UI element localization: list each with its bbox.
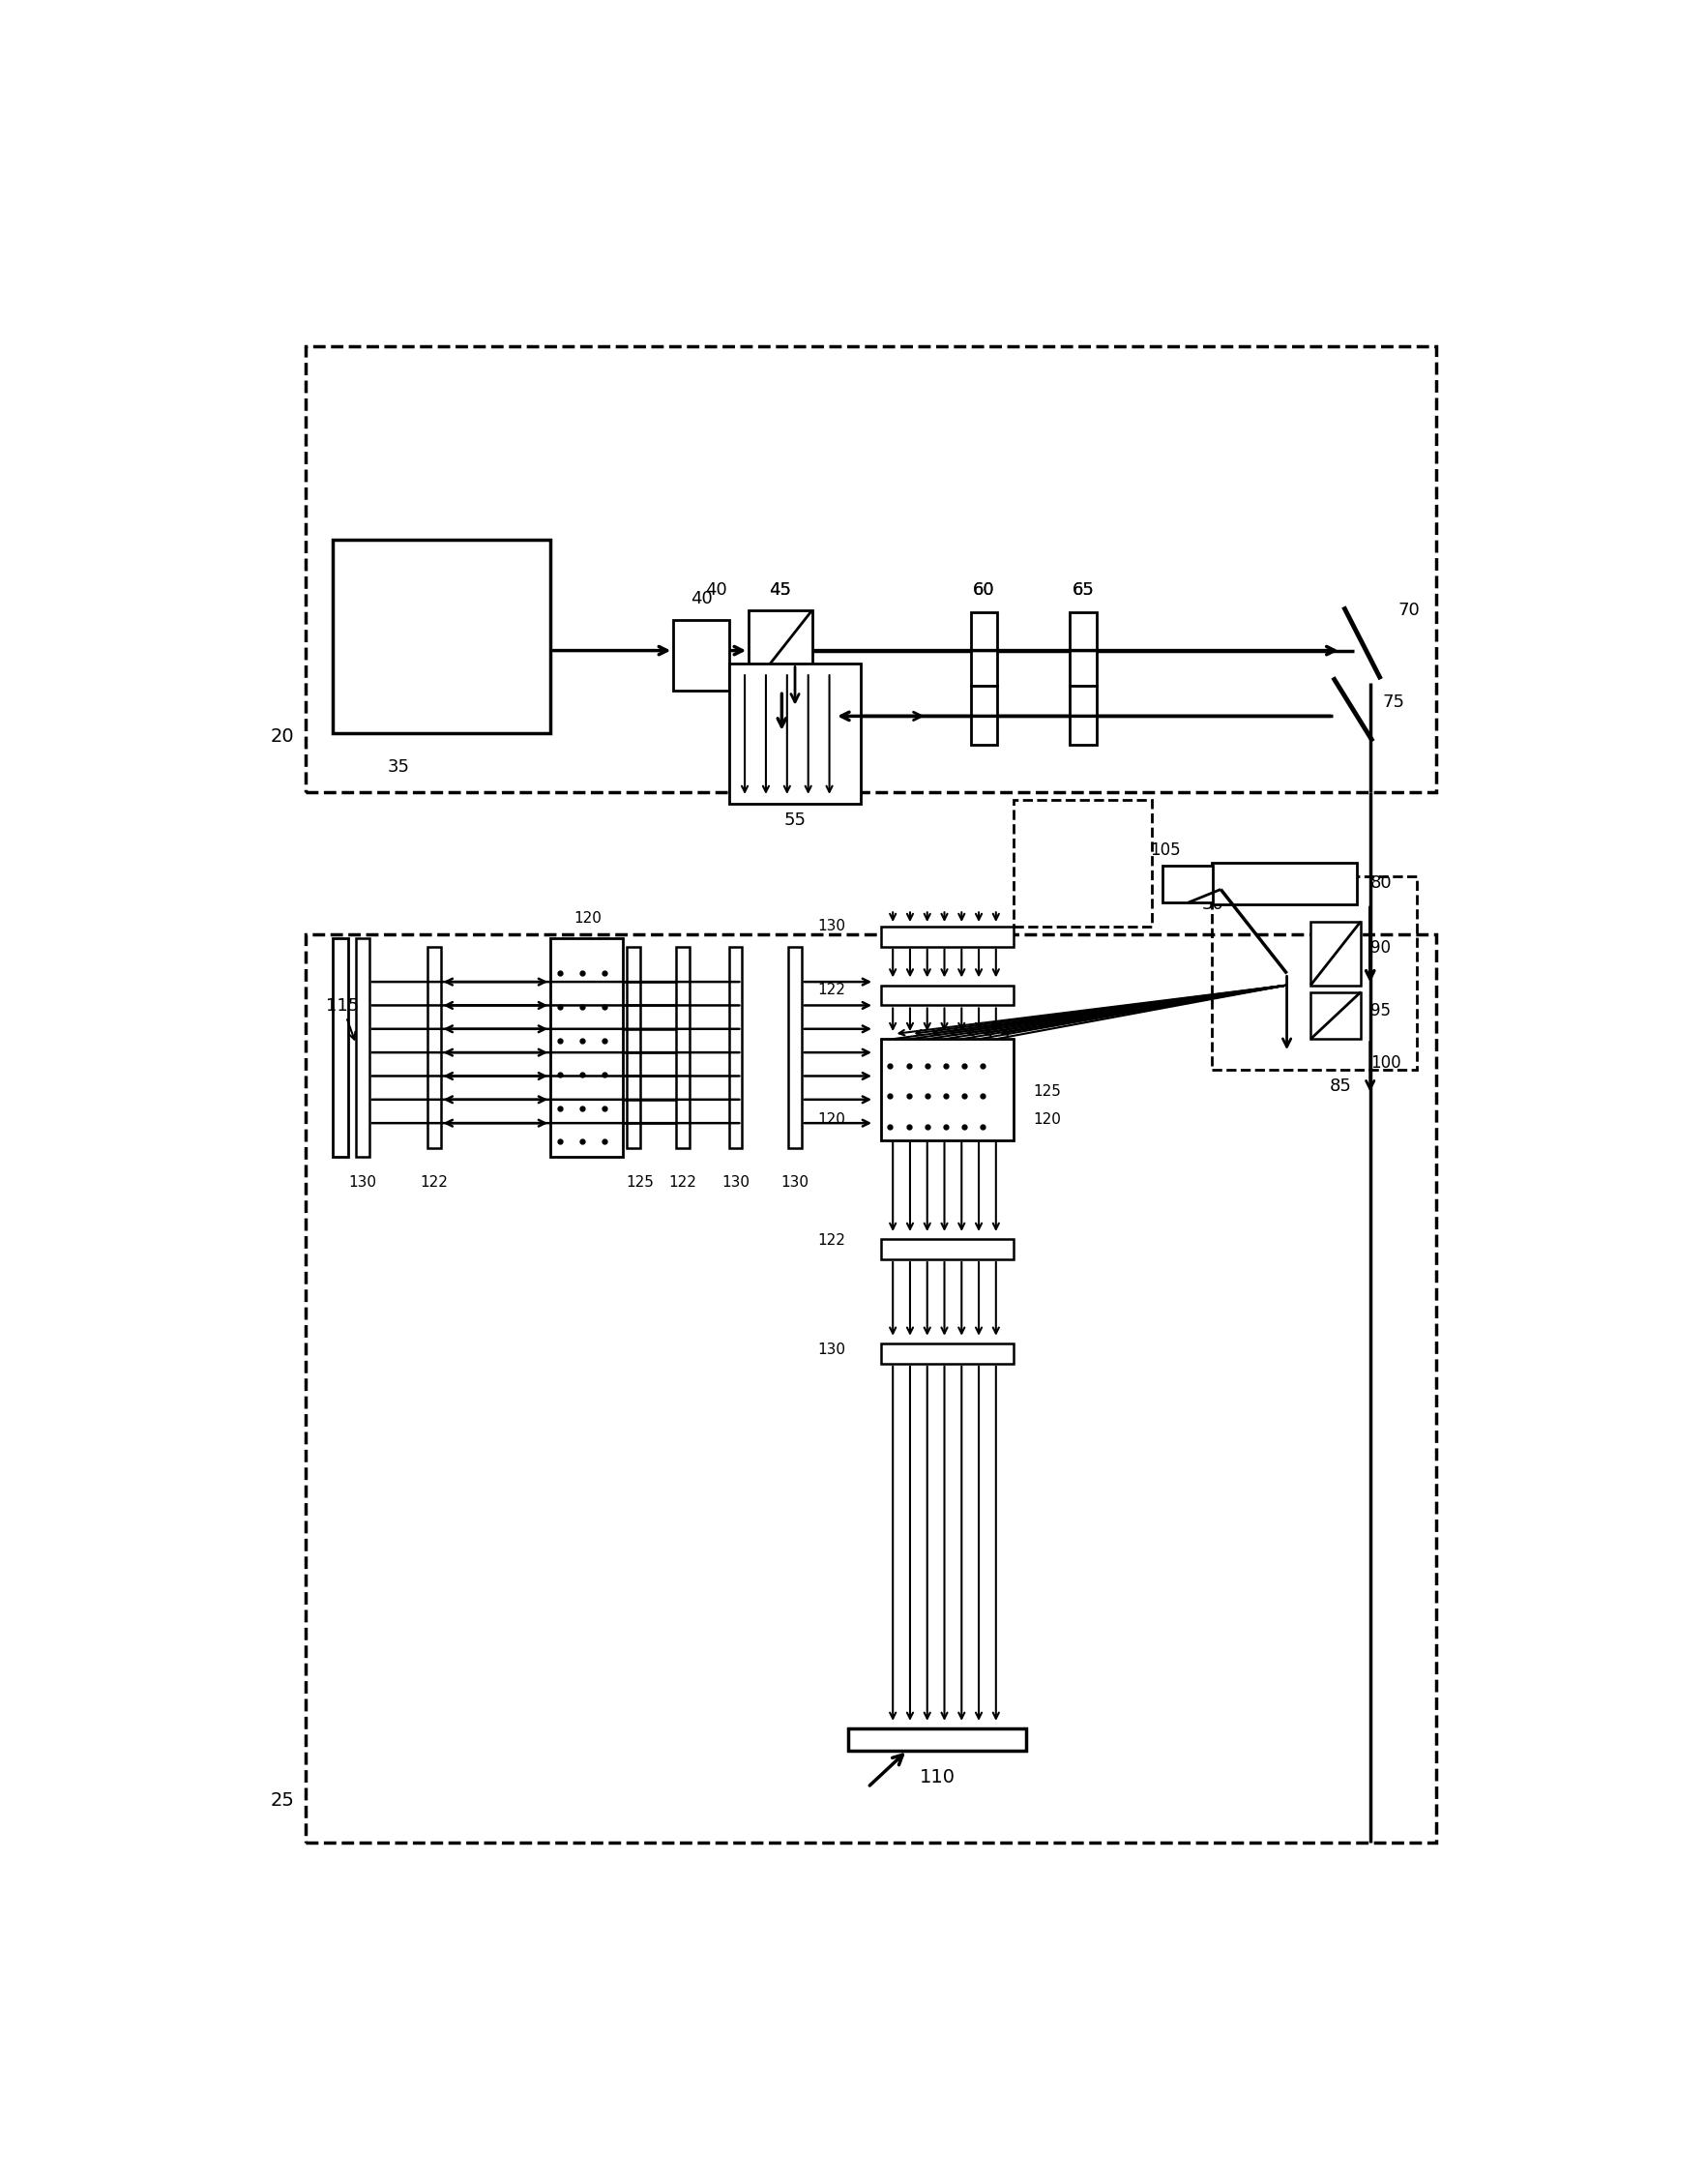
Bar: [880, 985, 1013, 1005]
Bar: [1070, 612, 1097, 686]
Text: 90: 90: [1370, 939, 1390, 957]
Text: 125: 125: [626, 1175, 655, 1190]
Text: 130: 130: [722, 1175, 749, 1190]
Bar: [628, 946, 640, 1149]
Text: 20: 20: [270, 727, 293, 745]
Text: 115: 115: [326, 996, 358, 1040]
Bar: [880, 1238, 1013, 1260]
Text: 100: 100: [1370, 1055, 1401, 1072]
Text: 120: 120: [573, 911, 602, 926]
Text: 130: 130: [348, 1175, 377, 1190]
Text: 130: 130: [781, 1175, 809, 1190]
Text: 65: 65: [1071, 581, 1094, 598]
Bar: [305, 935, 1436, 1843]
Bar: [676, 946, 689, 1149]
Text: 122: 122: [669, 1175, 696, 1190]
Text: 25: 25: [270, 1791, 293, 1811]
Bar: [1310, 922, 1361, 985]
Text: 85: 85: [1329, 1077, 1351, 1094]
Text: 80: 80: [1370, 874, 1392, 891]
Text: 95: 95: [1370, 1002, 1390, 1020]
Bar: [1310, 992, 1361, 1040]
Text: 45: 45: [769, 581, 792, 598]
Text: 75: 75: [1382, 695, 1404, 712]
Text: 122: 122: [420, 1175, 449, 1190]
Text: 130: 130: [817, 1343, 844, 1358]
Bar: [971, 612, 998, 686]
Text: 110: 110: [920, 1769, 955, 1787]
Text: 50: 50: [737, 670, 759, 688]
Text: 45: 45: [769, 581, 792, 598]
Bar: [357, 939, 368, 1158]
Bar: [674, 620, 728, 690]
Text: 60: 60: [972, 581, 995, 598]
Text: 35: 35: [387, 758, 409, 775]
Text: 60: 60: [972, 581, 995, 598]
Bar: [305, 345, 1436, 793]
Text: 120: 120: [1034, 1112, 1061, 1127]
Bar: [1162, 865, 1213, 902]
Bar: [728, 664, 862, 804]
Bar: [880, 1343, 1013, 1363]
Bar: [1211, 863, 1356, 904]
Text: 70: 70: [1397, 601, 1419, 618]
Bar: [333, 539, 551, 734]
Text: 30: 30: [1203, 895, 1225, 913]
Text: 65: 65: [1071, 581, 1094, 598]
Bar: [1211, 876, 1416, 1070]
Text: 122: 122: [817, 983, 844, 998]
Bar: [880, 926, 1013, 946]
Bar: [728, 946, 742, 1149]
Text: 125: 125: [1034, 1083, 1061, 1099]
Text: 130: 130: [817, 919, 844, 933]
Bar: [1070, 686, 1097, 745]
Bar: [788, 946, 802, 1149]
Bar: [971, 686, 998, 745]
Bar: [749, 609, 812, 690]
Bar: [848, 1728, 1027, 1749]
Text: 120: 120: [817, 1112, 844, 1127]
Bar: [333, 939, 348, 1158]
Text: 105: 105: [1150, 843, 1181, 858]
Bar: [428, 946, 440, 1149]
Text: 40: 40: [691, 590, 711, 607]
Text: 40: 40: [705, 581, 727, 598]
Text: 55: 55: [783, 812, 807, 830]
Bar: [1013, 799, 1152, 926]
Bar: [880, 1040, 1013, 1140]
Bar: [551, 939, 623, 1158]
Text: 122: 122: [817, 1234, 844, 1247]
